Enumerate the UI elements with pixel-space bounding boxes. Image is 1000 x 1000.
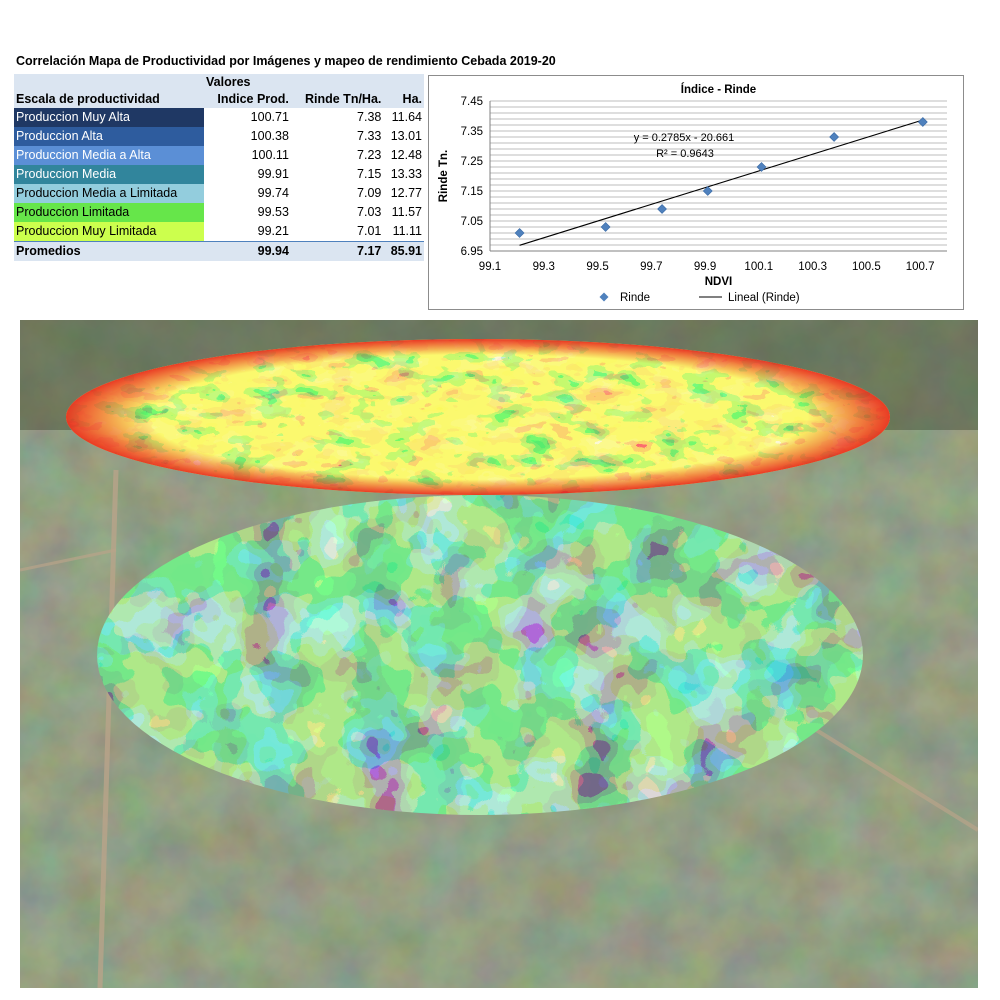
data-point [917,117,928,127]
table-header-row: Escala de productividad Indice Prod. Rin… [14,91,424,108]
indice-cell: 99.53 [204,203,291,222]
y-tick-label: 7.15 [461,186,483,198]
chart-title: Índice - Rinde [681,83,756,96]
x-tick-label: 99.1 [479,261,501,273]
y-tick-label: 7.25 [461,156,483,168]
column-header-ha: Ha. [402,92,422,106]
column-header-indice: Indice Prod. [217,92,289,106]
y-tick-label: 7.05 [461,216,483,228]
indice-cell: 100.11 [204,146,291,165]
chart-canvas: 6.95 7.05 7.15 7.25 7.35 7.45 99.1 99.3 99.5 99.7… [438,83,947,304]
category-cell: Produccion Limitada [14,203,205,222]
page-title: Correlación Mapa de Productividad por Im… [16,54,556,68]
table-row: Produccion Limitada 99.53 7.03 11.57 [14,203,424,222]
ndvi-map-ellipse [97,495,863,815]
table-group-spacer [14,74,204,91]
table-row: Produccion Muy Alta 100.71 7.38 11.64 [14,108,424,127]
data-point [702,186,713,196]
legend-label-rinde: Rinde [620,292,650,304]
indice-cell: 99.91 [204,165,291,184]
category-cell: Produccion Media a Alta [14,146,205,165]
ha-cell: 13.01 [383,127,424,146]
indice-cell: 100.38 [204,127,291,146]
category-cell: Produccion Alta [14,127,205,146]
table-row: Produccion Media 99.91 7.15 13.33 [14,165,424,184]
table-group-header-row: Valores [14,74,424,91]
x-tick-label: 99.5 [586,261,608,273]
ha-cell: 13.33 [383,165,424,184]
y-axis-label: Rinde Tn. [438,150,450,202]
x-tick-label: 100.1 [744,261,773,273]
averages-row: Promedios 99.94 7.17 85.91 [14,241,424,261]
table-row: Produccion Media a Alta 100.11 7.23 12.48 [14,146,424,165]
data-point [514,228,525,238]
y-tick-label: 7.45 [461,96,483,108]
dirt-road [97,469,119,988]
rinde-cell: 7.23 [290,146,384,165]
trendline-r2: R² = 0.9643 [656,148,714,160]
scatter-chart: 6.95 7.05 7.15 7.25 7.35 7.45 99.1 99.3 99.5 99.7… [428,75,964,310]
ha-cell: 12.77 [383,184,424,203]
rinde-cell: 7.15 [290,165,384,184]
table-group-header: Valores [206,75,251,89]
rinde-cell: 7.01 [290,222,384,242]
ha-cell: 11.57 [383,203,424,222]
x-axis-label: NDVI [705,276,732,288]
x-tick-label: 100.5 [852,261,881,273]
yield-map-rim [66,339,890,495]
x-tick-label: 99.3 [533,261,555,273]
x-tick-label: 100.7 [906,261,935,273]
x-tick-label: 99.7 [640,261,662,273]
table-row: Produccion Alta 100.38 7.33 13.01 [14,127,424,146]
trendline [519,119,923,246]
productivity-table: Valores Escala de productividad Indice P… [14,74,424,261]
x-tick-label: 100.3 [798,261,827,273]
rinde-cell: 7.03 [290,203,384,222]
ha-cell: 11.11 [383,222,424,242]
category-cell: Produccion Media [14,165,205,184]
y-tick-label: 6.95 [461,246,483,258]
averages-rinde: 7.17 [290,241,384,261]
data-point [600,222,611,232]
rinde-cell: 7.09 [290,184,384,203]
averages-indice: 99.94 [204,241,291,261]
category-cell: Produccion Media a Limitada [14,184,205,203]
y-tick-label: 7.35 [461,126,483,138]
data-point [756,162,767,172]
field-3d-scene [20,320,978,988]
legend-label-trendline: Lineal (Rinde) [728,292,800,304]
indice-cell: 100.71 [204,108,291,127]
data-point [829,132,840,142]
category-cell: Produccion Muy Alta [14,108,205,127]
ha-cell: 11.64 [383,108,424,127]
dirt-road-3 [798,718,978,832]
table-row: Produccion Muy Limitada 99.21 7.01 11.11 [14,222,424,242]
ha-cell: 12.48 [383,146,424,165]
legend-marker-rinde [599,292,609,302]
column-header-escala: Escala de productividad [16,92,160,106]
category-cell: Produccion Muy Limitada [14,222,205,242]
trendline-equation: y = 0.2785x - 20.661 [634,132,735,144]
table-row: Produccion Media a Limitada 99.74 7.09 12.7… [14,184,424,203]
x-tick-label: 99.9 [694,261,716,273]
dirt-road-2 [20,548,117,572]
rinde-cell: 7.33 [290,127,384,146]
data-point [657,204,667,214]
averages-label: Promedios [14,241,205,261]
averages-ha: 85.91 [383,241,424,261]
column-header-rinde: Rinde Tn/Ha. [304,92,382,106]
indice-cell: 99.21 [204,222,291,242]
indice-cell: 99.74 [204,184,291,203]
rinde-cell: 7.38 [290,108,384,127]
